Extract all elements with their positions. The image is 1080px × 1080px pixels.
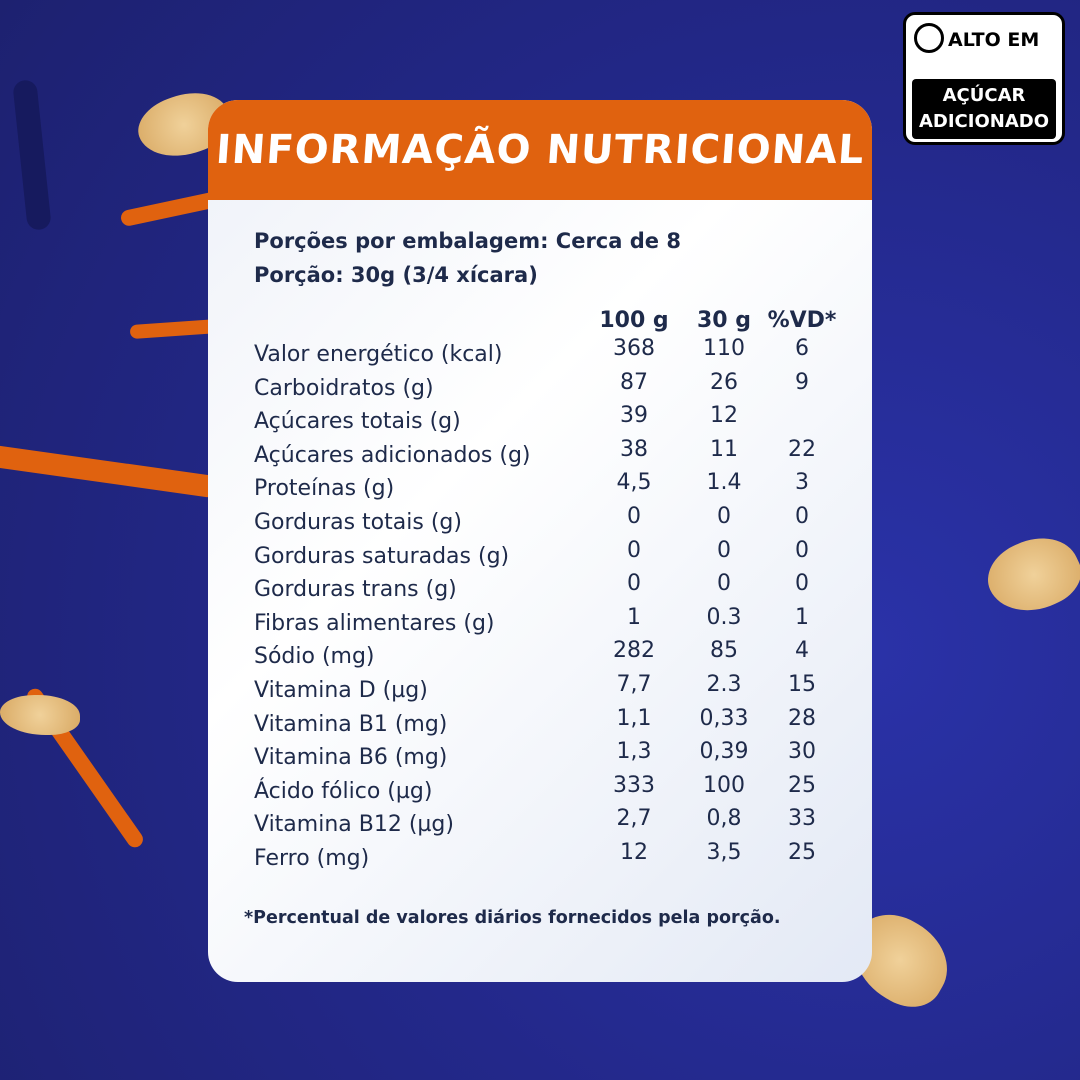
table-row: Gorduras saturadas (g) 0 0 0 bbox=[254, 538, 854, 578]
nutrient-name: Valor energético (kcal) bbox=[254, 342, 503, 367]
value-100g: 87 bbox=[620, 369, 648, 395]
value-vd: 6 bbox=[795, 336, 809, 361]
table-row: Sódio (mg) 282 85 4 bbox=[254, 638, 854, 678]
value-30g: 2.3 bbox=[706, 672, 742, 697]
table-row: Açúcares adicionados (g) 38 11 22 bbox=[254, 437, 854, 477]
nutrient-name: Vitamina B12 (µg) bbox=[254, 812, 454, 838]
table-row: Carboidratos (g) 87 26 9 bbox=[254, 370, 854, 410]
table-row: Gorduras totais (g) 0 0 0 bbox=[254, 504, 854, 544]
table-row: Vitamina B12 (µg) 2,7 0,8 33 bbox=[254, 806, 854, 846]
nutrient-name: Ferro (mg) bbox=[254, 846, 370, 871]
nutrient-name: Ácido fólico (µg) bbox=[254, 778, 433, 804]
value-vd: 0 bbox=[795, 504, 809, 529]
table-row: Valor energético (kcal) 368 110 6 bbox=[254, 336, 854, 376]
value-vd: 0 bbox=[795, 571, 809, 597]
value-vd: 30 bbox=[788, 739, 816, 765]
high-sugar-badge: ALTO EM AÇÚCAR ADICIONADO bbox=[903, 12, 1065, 145]
table-row: Vitamina B1 (mg) 1,1 0,33 28 bbox=[254, 706, 854, 746]
nutrition-card: INFORMAÇÃO NUTRICIONAL Porções por embal… bbox=[208, 100, 872, 982]
value-30g: 110 bbox=[703, 336, 745, 361]
badge-line2: AÇÚCAR bbox=[942, 85, 1026, 106]
table-row: Açúcares totais (g) 39 12 bbox=[254, 403, 854, 443]
value-100g: 39 bbox=[620, 403, 648, 429]
value-30g: 0 bbox=[717, 504, 731, 529]
value-100g: 1,3 bbox=[616, 739, 652, 765]
serving-info: Porções por embalagem: Cerca de 8 Porção… bbox=[254, 224, 681, 292]
value-100g: 282 bbox=[613, 638, 655, 664]
nutrient-name: Vitamina D (µg) bbox=[254, 678, 428, 703]
col-100g: 100 g bbox=[599, 308, 669, 333]
value-100g: 2,7 bbox=[616, 806, 652, 832]
value-100g: 0 bbox=[627, 537, 641, 563]
nutrient-name: Sódio (mg) bbox=[254, 644, 375, 670]
table-header: 100 g 30 g %VD* bbox=[254, 308, 854, 348]
value-vd: 25 bbox=[788, 840, 816, 865]
value-30g: 26 bbox=[710, 369, 738, 395]
value-30g: 0 bbox=[717, 537, 731, 563]
value-vd: 28 bbox=[788, 705, 816, 731]
value-30g: 1.4 bbox=[706, 470, 742, 496]
table-row: Proteínas (g) 4,5 1.4 3 bbox=[254, 470, 854, 510]
value-vd: 3 bbox=[795, 470, 809, 496]
table-row: Vitamina D (µg) 7,7 2.3 15 bbox=[254, 672, 854, 712]
cereal-flake bbox=[0, 695, 80, 735]
nutrient-name: Fibras alimentares (g) bbox=[254, 610, 495, 636]
servings-per-package: Porções por embalagem: Cerca de 8 bbox=[254, 229, 681, 253]
value-30g: 0,39 bbox=[699, 739, 749, 765]
value-30g: 3,5 bbox=[706, 840, 742, 865]
value-vd: 0 bbox=[795, 537, 809, 563]
magnifier-icon bbox=[914, 23, 944, 53]
value-100g: 0 bbox=[627, 504, 641, 529]
value-100g: 0 bbox=[627, 571, 641, 597]
value-30g: 85 bbox=[710, 638, 738, 664]
nutrient-name: Açúcares adicionados (g) bbox=[254, 442, 531, 468]
badge-line1: ALTO EM bbox=[948, 29, 1040, 51]
value-vd: 33 bbox=[788, 806, 816, 832]
value-100g: 4,5 bbox=[616, 470, 652, 496]
value-30g: 0,8 bbox=[706, 806, 742, 832]
value-100g: 38 bbox=[620, 436, 648, 462]
nutrient-name: Vitamina B6 (mg) bbox=[254, 745, 448, 771]
nutrient-name: Gorduras totais (g) bbox=[254, 510, 462, 535]
badge-line3: ADICIONADO bbox=[918, 111, 1050, 132]
nutrient-name: Gorduras saturadas (g) bbox=[254, 543, 510, 569]
nutrient-name: Carboidratos (g) bbox=[254, 375, 434, 401]
value-vd: 25 bbox=[788, 772, 816, 798]
value-vd: 15 bbox=[788, 672, 816, 697]
table-row: Vitamina B6 (mg) 1,3 0,39 30 bbox=[254, 739, 854, 779]
value-100g: 333 bbox=[613, 772, 655, 798]
badge-box: AÇÚCAR ADICIONADO bbox=[912, 79, 1056, 139]
serving-size: Porção: 30g (3/4 xícara) bbox=[254, 263, 538, 287]
nutrient-name: Proteínas (g) bbox=[254, 476, 395, 502]
table-row: Gorduras trans (g) 0 0 0 bbox=[254, 571, 854, 611]
card-title: INFORMAÇÃO NUTRICIONAL bbox=[214, 127, 866, 173]
col-vd: %VD* bbox=[767, 308, 837, 333]
nutrient-name: Açúcares totais (g) bbox=[254, 409, 461, 435]
value-vd: 1 bbox=[795, 604, 809, 630]
value-vd: 9 bbox=[795, 369, 809, 395]
value-30g: 12 bbox=[710, 403, 738, 429]
nutrient-name: Vitamina B1 (mg) bbox=[254, 711, 448, 737]
table-row: Ácido fólico (µg) 333 100 25 bbox=[254, 773, 854, 813]
col-30g: 30 g bbox=[696, 308, 752, 333]
value-30g: 11 bbox=[710, 436, 738, 462]
value-30g: 100 bbox=[703, 772, 745, 798]
nutrient-name: Gorduras trans (g) bbox=[254, 577, 457, 603]
value-vd: 22 bbox=[788, 436, 816, 462]
value-vd: 4 bbox=[795, 638, 809, 664]
card-header: INFORMAÇÃO NUTRICIONAL bbox=[208, 100, 872, 200]
value-100g: 368 bbox=[613, 336, 655, 361]
value-100g: 7,7 bbox=[616, 672, 652, 697]
value-30g: 0 bbox=[717, 571, 731, 597]
value-100g: 12 bbox=[620, 840, 648, 865]
table-row: Fibras alimentares (g) 1 0.3 1 bbox=[254, 605, 854, 645]
value-30g: 0,33 bbox=[699, 705, 749, 731]
value-100g: 1 bbox=[627, 604, 641, 630]
footnote: *Percentual de valores diários fornecido… bbox=[244, 908, 781, 928]
table-row: Ferro (mg) 12 3,5 25 bbox=[254, 840, 854, 880]
value-100g: 1,1 bbox=[616, 705, 652, 731]
value-30g: 0.3 bbox=[706, 604, 742, 630]
